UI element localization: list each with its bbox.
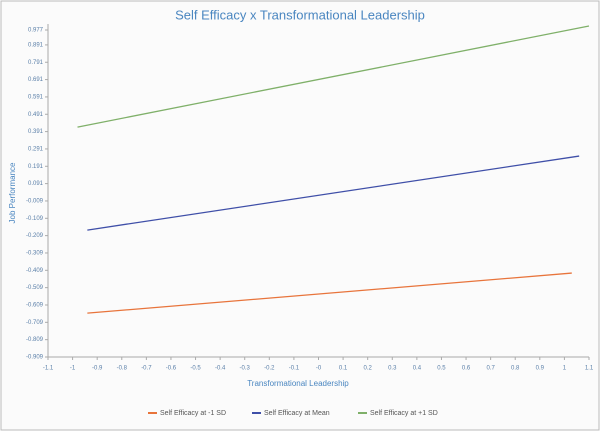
x-tick-label: 1.1 xyxy=(585,366,594,372)
x-tick-label: 0.9 xyxy=(536,366,545,372)
x-tick-label: 0.7 xyxy=(486,366,495,372)
x-tick-label: -0 xyxy=(316,366,322,372)
y-tick-label: 0.391 xyxy=(28,129,44,135)
x-tick-label: -0.1 xyxy=(289,366,300,372)
x-tick-label: 1 xyxy=(563,366,567,372)
line xyxy=(87,272,572,314)
x-tick-label: -0.8 xyxy=(117,366,128,372)
x-tick-label: -0.7 xyxy=(141,366,152,372)
line xyxy=(77,25,590,128)
y-tick-label: 0.891 xyxy=(28,42,44,48)
y-tick-label: -0.309 xyxy=(26,251,44,257)
x-tick-label: 0.2 xyxy=(364,366,373,372)
chart-title: Self Efficacy x Transformational Leaders… xyxy=(175,7,425,22)
x-tick-label: 0.8 xyxy=(511,366,520,372)
x-tick-label: -0.9 xyxy=(92,366,103,372)
x-tick-label: 0.6 xyxy=(462,366,471,372)
x-tick-label: 0.5 xyxy=(437,366,446,372)
legend-label: Self Efficacy at -1 SD xyxy=(160,410,226,417)
y-tick-label: -0.909 xyxy=(26,355,44,361)
x-tick-label: -0.5 xyxy=(190,366,201,372)
y-tick-label: -0.409 xyxy=(26,268,44,274)
x-tick-label: -0.3 xyxy=(240,366,251,372)
legend-label: Self Efficacy at Mean xyxy=(264,410,330,417)
x-axis-label: Transformational Leadership xyxy=(247,379,349,388)
legend-label: Self Efficacy at +1 SD xyxy=(370,410,438,417)
x-tick-label: -0.2 xyxy=(264,366,275,372)
y-tick-label: 0.691 xyxy=(28,77,44,83)
y-tick-label: -0.109 xyxy=(26,216,44,222)
x-tick-label: -1.1 xyxy=(43,366,54,372)
y-tick-label: 0.091 xyxy=(28,181,44,187)
y-tick-label: 0.977 xyxy=(28,28,44,34)
y-tick-label: 0.191 xyxy=(28,164,44,170)
x-tick-label: -0.6 xyxy=(166,366,177,372)
y-tick-label: 0.591 xyxy=(28,95,44,101)
x-tick-label: -0.4 xyxy=(215,366,226,372)
y-tick-label: 0.791 xyxy=(28,60,44,66)
x-tick-label: -1 xyxy=(70,366,76,372)
x-tick-label: 0.4 xyxy=(413,366,422,372)
x-tick-label: 0.3 xyxy=(388,366,397,372)
y-tick-label: -0.809 xyxy=(26,337,44,343)
y-tick-label: 0.491 xyxy=(28,112,44,118)
line xyxy=(87,155,580,231)
y-axis-label: Job Performance xyxy=(8,162,17,223)
y-tick-label: 0.291 xyxy=(28,147,44,153)
x-tick-label: 0.1 xyxy=(339,366,348,372)
y-tick-label: -0.509 xyxy=(26,285,44,291)
y-tick-label: -0.609 xyxy=(26,303,44,309)
y-tick-label: -0.009 xyxy=(26,199,44,205)
y-tick-label: -0.709 xyxy=(26,320,44,326)
y-tick-label: -0.209 xyxy=(26,233,44,239)
